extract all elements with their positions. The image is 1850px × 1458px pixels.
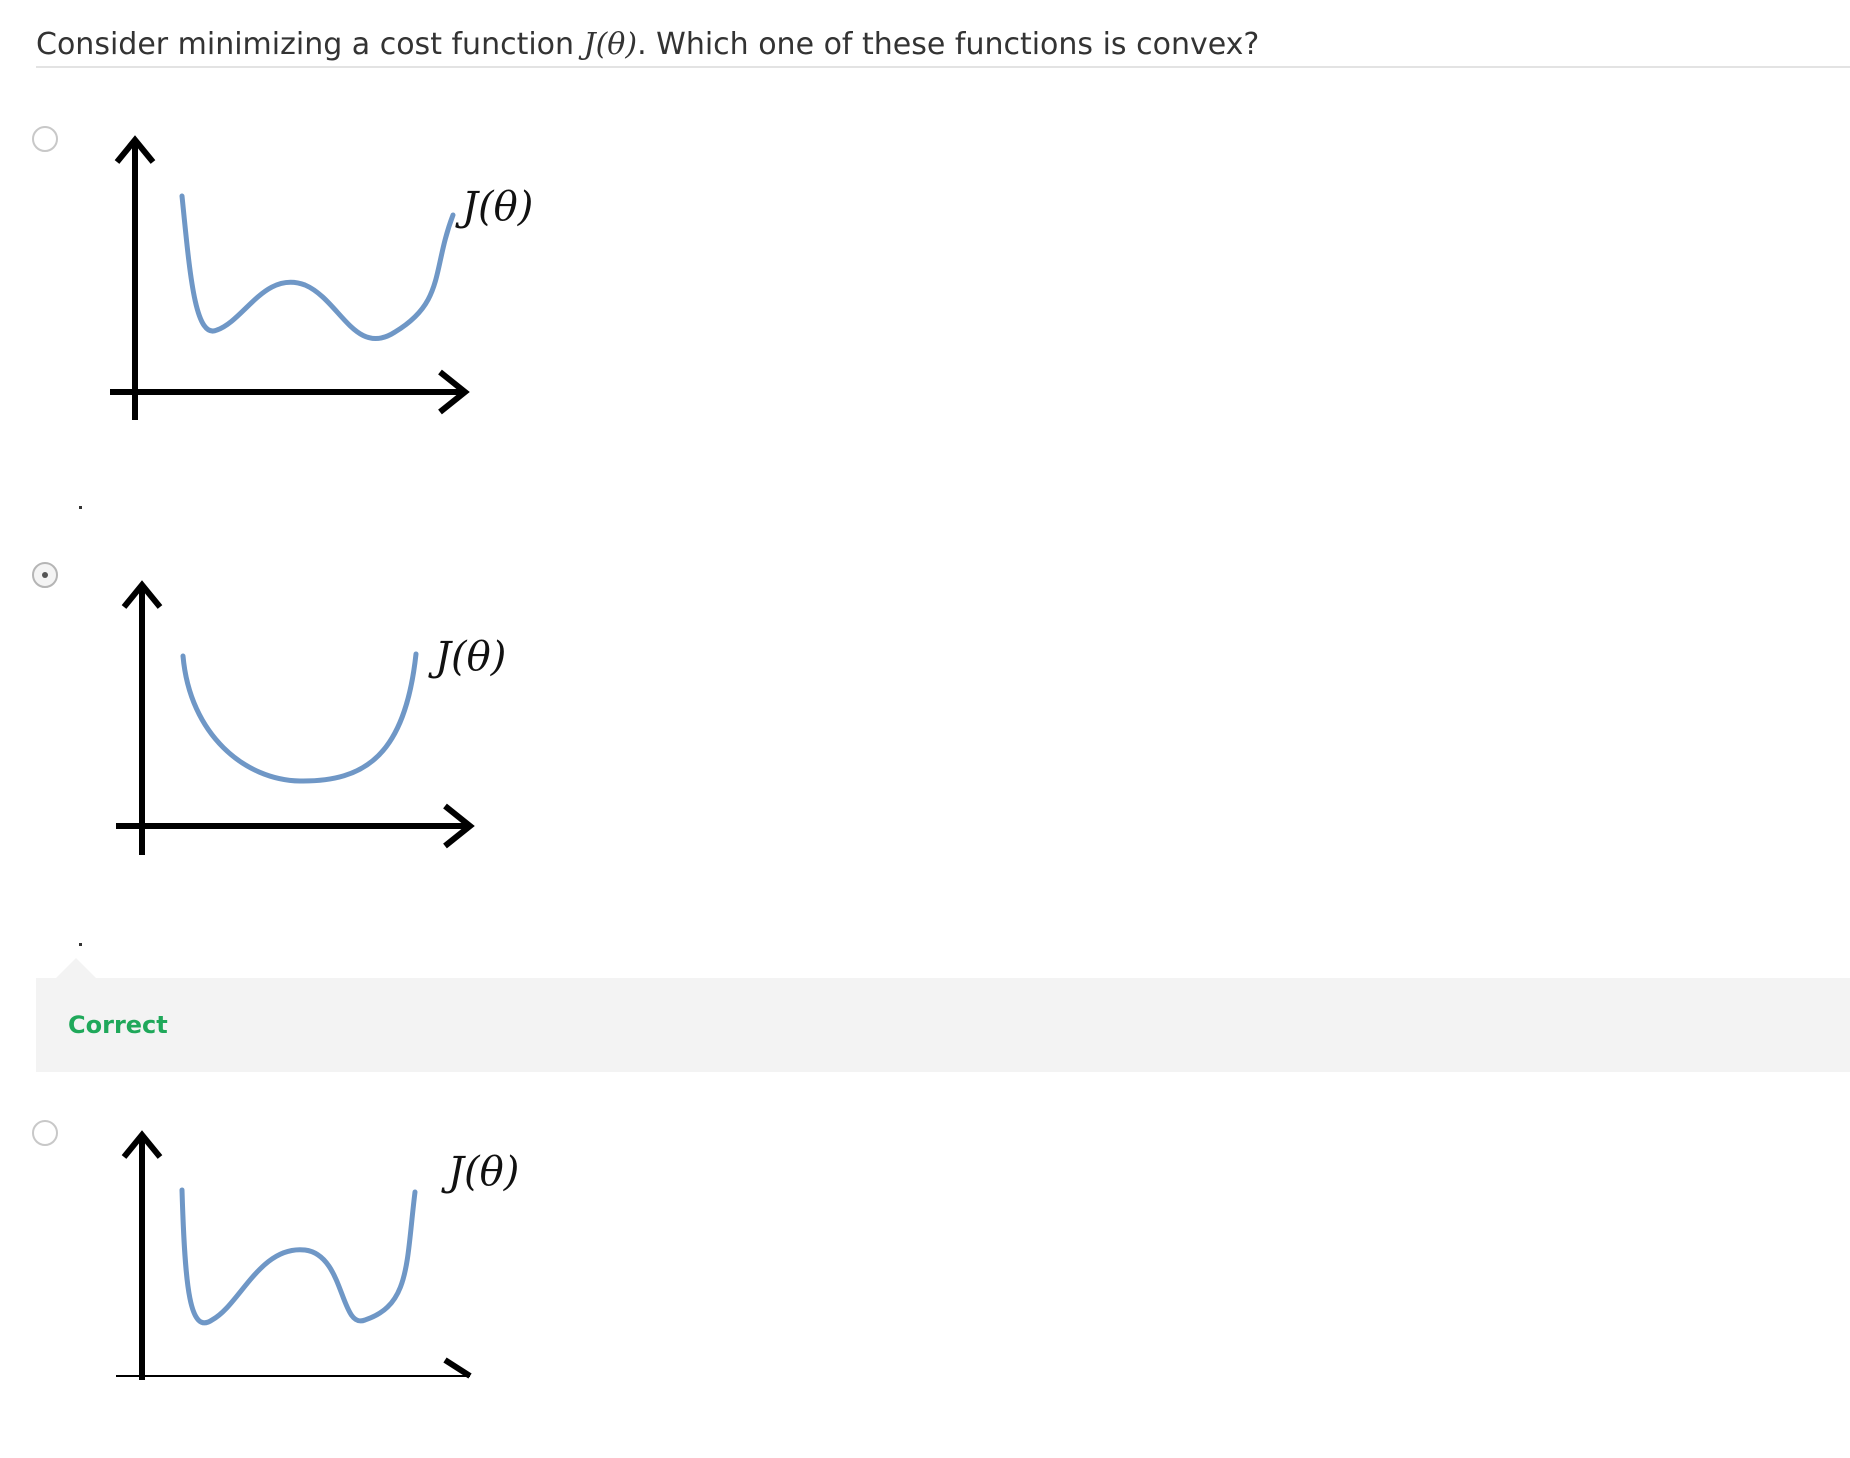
option-2-radio[interactable] xyxy=(32,562,58,588)
feedback-pointer xyxy=(56,958,96,978)
option-1-x-arrow xyxy=(438,369,470,415)
option-3-x-arrow xyxy=(443,1357,472,1379)
option-2-separator-dot xyxy=(79,943,82,946)
question-suffix: . Which one of these functions is convex… xyxy=(637,27,1260,62)
feedback-box: Correct xyxy=(36,978,1850,1072)
option-3-graph[interactable]: J(θ) xyxy=(90,1120,690,1380)
option-1-radio[interactable] xyxy=(32,126,58,152)
question-text: Consider minimizing a cost function J(θ)… xyxy=(36,24,1850,68)
question-math: J(θ) xyxy=(583,27,638,62)
option-2-graph[interactable]: J(θ) xyxy=(90,570,690,890)
feedback-label: Correct xyxy=(68,1011,168,1039)
option-3-radio[interactable] xyxy=(32,1120,58,1146)
option-3-y-arrow xyxy=(121,1130,163,1159)
option-1-axes xyxy=(110,135,470,420)
option-3-curve xyxy=(179,1187,418,1326)
option-2-plot-label: J(θ) xyxy=(428,634,506,680)
option-1-y-arrow xyxy=(114,135,156,164)
option-2-curve xyxy=(180,651,419,784)
option-1-curve xyxy=(179,193,456,341)
option-1-plot-label: J(θ) xyxy=(455,184,533,230)
option-3-plot-label: J(θ) xyxy=(441,1149,519,1195)
option-1-graph[interactable]: J(θ) xyxy=(90,120,690,580)
question-prefix: Consider minimizing a cost function xyxy=(36,27,584,62)
option-3-axes xyxy=(116,1130,472,1380)
option-2-axes xyxy=(116,580,475,855)
option-1-separator-dot xyxy=(79,506,82,509)
option-2-x-arrow xyxy=(443,803,475,849)
option-2-radio-dot xyxy=(42,572,48,578)
option-2-y-arrow xyxy=(121,580,163,609)
